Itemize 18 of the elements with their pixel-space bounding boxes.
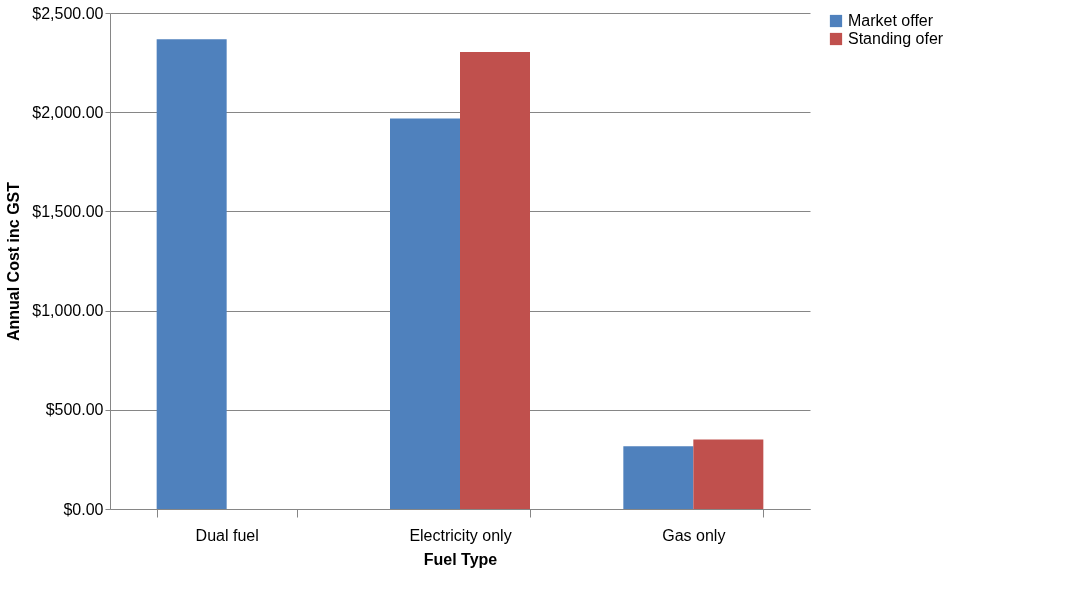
y-tick-label: $1,000.00: [32, 302, 104, 320]
y-tick-label: $2,500.00: [32, 4, 104, 22]
y-axis-title: Annual Cost inc GST: [5, 181, 23, 342]
x-axis-title: Fuel Type: [423, 550, 498, 568]
y-tick-label: $500.00: [45, 401, 104, 419]
y-tick-label: $2,000.00: [32, 103, 104, 121]
x-tick-label: Gas only: [662, 526, 726, 544]
y-tick-label: $0.00: [63, 500, 104, 518]
legend-label: Market offer: [848, 12, 934, 29]
y-tick-label: $1,500.00: [32, 202, 104, 220]
bar: [460, 52, 530, 509]
bar: [156, 39, 227, 509]
x-tick-label: Electricity only: [409, 526, 512, 544]
x-tick-label: Dual fuel: [195, 526, 259, 544]
bar: [693, 439, 764, 509]
bar: [390, 118, 460, 509]
bar: [623, 446, 694, 509]
legend-label: Standing ofer: [848, 30, 944, 47]
